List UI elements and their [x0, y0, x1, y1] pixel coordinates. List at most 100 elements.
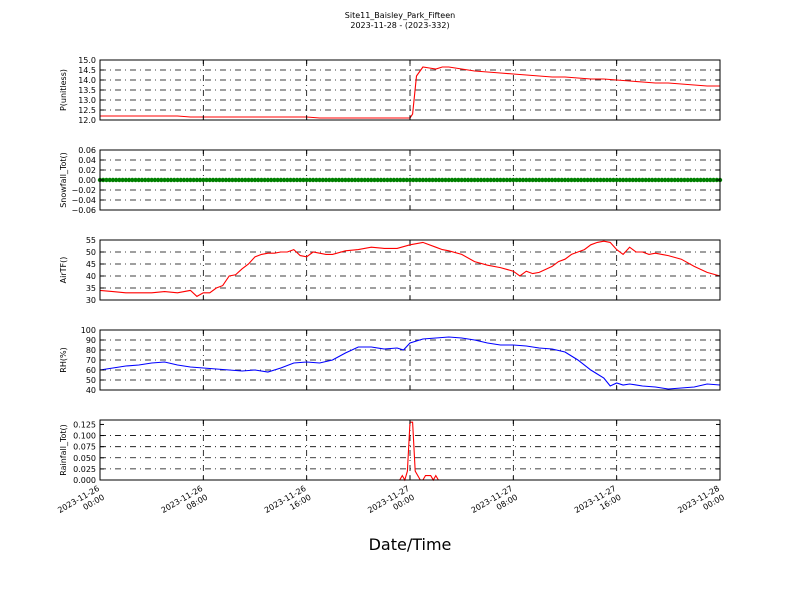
x-tick-label: 2023-11-2616:00 — [263, 484, 313, 524]
y-tick-label: 0.04 — [78, 156, 96, 165]
data-point — [504, 177, 510, 183]
data-point — [343, 177, 348, 183]
panel-3: 30 35 40 45 50 55 AirTF() — [59, 236, 721, 305]
data-point — [375, 177, 380, 183]
panel-5: 0.000 0.025 0.050 0.075 0.100 0.125 Rainfall_T… — [59, 419, 721, 485]
data-point — [281, 177, 287, 183]
data-point — [181, 177, 187, 183]
y-tick-label: 0.06 — [78, 146, 96, 155]
data-point — [210, 177, 216, 183]
y-tick-label: 55 — [86, 236, 96, 245]
y-axis-label: Rainfall_Tot() — [59, 424, 68, 476]
data-point — [666, 177, 671, 183]
data-point — [620, 177, 626, 183]
data-point — [598, 177, 603, 183]
y-axis-label: Snowfall_Tot() — [59, 152, 68, 208]
data-point — [507, 177, 513, 183]
data-point — [149, 177, 154, 183]
data-point — [220, 177, 225, 183]
data-point — [333, 177, 338, 183]
data-point — [708, 177, 713, 183]
data-point — [259, 177, 264, 183]
data-point — [591, 177, 597, 183]
data-point — [501, 177, 506, 183]
y-tick-label: 0.075 — [73, 443, 96, 452]
data-point — [385, 177, 390, 183]
data-point — [113, 177, 119, 183]
data-point — [252, 177, 258, 183]
data-point — [595, 177, 600, 183]
data-point — [233, 177, 238, 183]
data-point — [197, 177, 203, 183]
y-tick-label: 60 — [86, 366, 96, 375]
y-tick-label: 0.125 — [73, 420, 96, 429]
data-point — [217, 177, 222, 183]
figure-subtitle: 2023-11-28 - (2023-332) — [350, 21, 449, 30]
data-point — [520, 177, 526, 183]
data-point — [175, 177, 180, 183]
y-tick-label: 0.02 — [78, 166, 96, 175]
data-point — [569, 177, 574, 183]
data-point — [420, 177, 426, 183]
data-point — [388, 177, 393, 183]
data-point — [540, 177, 545, 183]
data-point — [404, 177, 409, 183]
data-point — [614, 177, 619, 183]
data-point — [256, 177, 261, 183]
y-tick-label: 40 — [86, 386, 96, 395]
data-point — [359, 177, 364, 183]
data-point — [314, 177, 319, 183]
data-point — [304, 177, 309, 183]
y-tick-label: 14.0 — [78, 76, 96, 85]
data-point — [352, 177, 358, 183]
data-point — [317, 177, 322, 183]
data-point — [172, 177, 177, 183]
data-point — [575, 177, 581, 183]
data-point — [546, 177, 552, 183]
data-point — [285, 177, 290, 183]
data-point — [126, 177, 132, 183]
panel-1: 12.012.513.013.514.014.515.0 P(unitless) — [59, 56, 721, 125]
data-point — [168, 177, 174, 183]
data-point — [698, 177, 703, 183]
data-point — [482, 177, 487, 183]
data-point — [278, 177, 284, 183]
data-point — [394, 177, 400, 183]
data-point — [191, 177, 196, 183]
data-point — [488, 177, 493, 183]
data-point — [356, 177, 361, 183]
panel-2: −0.06−0.04−0.020.000.020.040.06 Snowfall_… — [59, 146, 723, 215]
data-point — [417, 177, 422, 183]
data-point — [485, 177, 490, 183]
data-point — [162, 177, 167, 183]
data-point — [653, 177, 658, 183]
data-point — [672, 177, 677, 183]
y-tick-label: 12.5 — [78, 106, 96, 115]
data-point — [423, 177, 429, 183]
data-point — [440, 177, 445, 183]
data-point — [533, 177, 539, 183]
y-tick-label: 50 — [86, 376, 96, 385]
y-tick-label: 0.00 — [78, 176, 96, 185]
data-point — [262, 177, 267, 183]
data-point — [582, 177, 587, 183]
data-point — [378, 177, 384, 183]
data-point — [436, 177, 442, 183]
data-point — [239, 177, 245, 183]
data-point — [433, 177, 439, 183]
data-point — [398, 177, 403, 183]
data-point — [372, 177, 377, 183]
data-point — [469, 177, 474, 183]
data-point — [165, 177, 171, 183]
data-point — [624, 177, 629, 183]
data-point — [669, 177, 674, 183]
y-tick-label: 0.100 — [73, 432, 96, 441]
y-tick-label: 14.5 — [78, 66, 96, 75]
data-point — [201, 177, 206, 183]
data-point — [659, 177, 665, 183]
y-axis-label: RH(%) — [59, 347, 68, 372]
data-point — [456, 177, 461, 183]
data-point — [643, 177, 648, 183]
data-point — [301, 177, 306, 183]
